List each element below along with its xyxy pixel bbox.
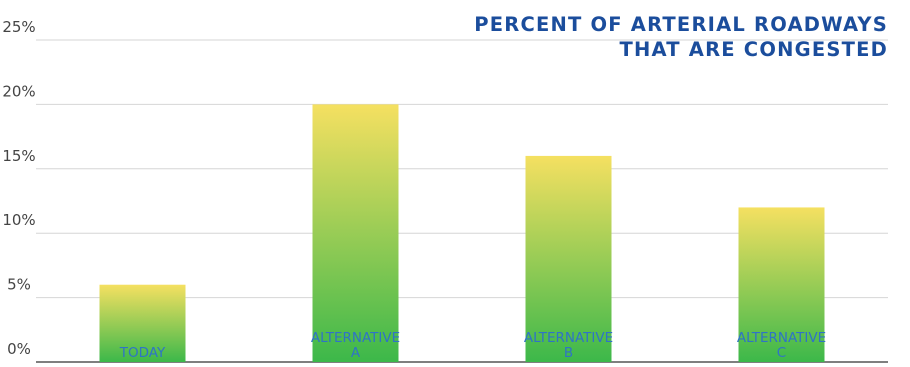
y-tick-label: 20% xyxy=(2,82,35,100)
category-label-line: ALTERNATIVE xyxy=(737,330,826,346)
category-label: ALTERNATIVE B xyxy=(524,330,613,361)
category-label: TODAY xyxy=(119,345,166,361)
y-tick-label: 5% xyxy=(7,276,31,294)
category-label-line: A xyxy=(351,345,361,361)
category-label-line: ALTERNATIVE xyxy=(524,330,613,346)
chart-title-line-2: THAT ARE CONGESTED xyxy=(619,38,888,61)
category-label-line: ALTERNATIVE xyxy=(311,330,400,346)
bar xyxy=(525,155,612,362)
bar xyxy=(312,104,399,363)
category-label: ALTERNATIVE C xyxy=(737,330,826,361)
category-label-line: C xyxy=(777,345,786,361)
y-tick-label: 25% xyxy=(2,18,35,36)
y-tick-label: 15% xyxy=(2,147,35,165)
y-tick-label: 10% xyxy=(2,211,35,229)
y-tick-label: 0% xyxy=(7,340,31,358)
category-label: ALTERNATIVE A xyxy=(311,330,400,361)
chart-title: PERCENT OF ARTERIAL ROADWAYS THAT ARE CO… xyxy=(368,12,888,62)
chart-title-line-1: PERCENT OF ARTERIAL ROADWAYS xyxy=(474,13,888,36)
bar xyxy=(738,207,825,362)
bar xyxy=(99,284,186,362)
category-label-line: B xyxy=(564,345,573,361)
category-label-line: TODAY xyxy=(119,345,166,361)
